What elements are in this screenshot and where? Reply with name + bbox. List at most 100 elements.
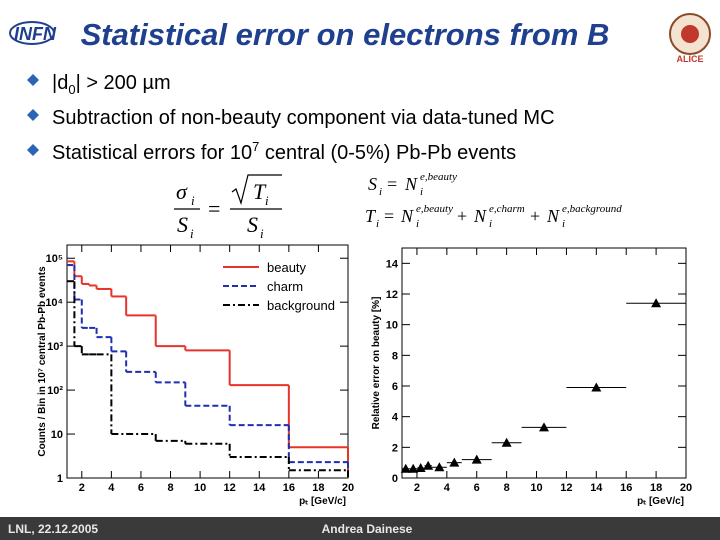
formula-signal: S i = N i e,beauty — [368, 171, 457, 198]
series — [67, 264, 349, 478]
x-tick-label: 14 — [590, 482, 603, 494]
bullet-icon — [27, 144, 39, 156]
formula-super: e,background — [562, 203, 622, 215]
point — [651, 298, 662, 308]
footer-left: LNL, 22.12.2005 — [8, 522, 98, 536]
legend-label: charm — [267, 279, 303, 294]
x-tick-label: 18 — [312, 482, 324, 494]
bullet-text: Statistical errors for 10 — [52, 142, 252, 164]
point — [539, 422, 549, 432]
legend-label: background — [267, 298, 335, 313]
formula-symbol: S — [368, 174, 377, 194]
y-tick-label: 0 — [392, 473, 398, 485]
point — [408, 463, 419, 473]
formula-index: i — [265, 193, 269, 208]
x-tick-label: 6 — [138, 482, 144, 494]
bullet-icon — [27, 74, 39, 86]
logo-core — [681, 25, 699, 43]
footer-center: Andrea Dainese — [322, 522, 413, 536]
x-tick-label: 12 — [224, 482, 236, 494]
formula-symbol: σ — [176, 179, 188, 204]
x-tick-label: 18 — [650, 482, 662, 494]
bullet-text: | > 200 µm — [76, 72, 171, 94]
formula-operator: + — [530, 206, 540, 226]
formula-index: i — [190, 226, 194, 241]
x-tick-label: 2 — [79, 482, 85, 494]
y-tick-label: 10⁴ — [45, 297, 63, 309]
formula-symbol: T — [253, 179, 267, 204]
formula-symbol: N — [404, 174, 418, 194]
formula-operator: = — [208, 196, 220, 221]
bullet-text: Subtraction of non-beauty component via … — [52, 107, 555, 129]
slide-title: Statistical error on electrons from B — [81, 17, 610, 52]
bullet-text: central (0-5%) Pb-Pb events — [259, 142, 516, 164]
formula-symbol: S — [247, 212, 258, 237]
formula-super: e,charm — [489, 203, 525, 215]
formula-index: i — [420, 186, 423, 198]
formula-super: e,beauty — [420, 171, 457, 183]
x-tick-label: 20 — [342, 482, 354, 494]
logo-ring — [9, 21, 55, 45]
x-tick-label: 10 — [194, 482, 206, 494]
y-axis-label: Relative error on beauty [%] — [371, 297, 382, 430]
bullet: Subtraction of non-beauty component via … — [52, 107, 555, 129]
point — [423, 460, 434, 470]
formula-total: T i = N i e,beauty + N i e,charm + N i e… — [365, 203, 622, 230]
y-tick-label: 2 — [392, 442, 398, 454]
y-tick-label: 6 — [392, 381, 398, 393]
point — [471, 454, 482, 464]
bullet-text: |d — [52, 72, 68, 94]
point — [501, 437, 512, 447]
x-tick-label: 8 — [504, 482, 510, 494]
point — [449, 457, 460, 467]
x-tick-label: 20 — [680, 482, 692, 494]
x-tick-label: 16 — [283, 482, 295, 494]
y-axis-label: Counts / Bin in 10⁷ central Pb-Pb events — [37, 266, 48, 457]
y-tick-label: 14 — [386, 258, 399, 270]
formula-index: i — [489, 218, 492, 230]
y-tick-label: 8 — [392, 350, 398, 362]
formula-super: e,beauty — [416, 203, 453, 215]
plot-frame — [66, 244, 349, 479]
series — [67, 280, 349, 478]
formula-index: i — [562, 218, 565, 230]
formula-index: i — [376, 218, 379, 230]
point — [434, 462, 445, 472]
formula-index: i — [260, 226, 264, 241]
plot-frame — [401, 247, 687, 479]
y-tick-label: 10⁵ — [46, 253, 63, 265]
bullet: |d0| > 200 µm — [52, 72, 171, 97]
footer-bar — [0, 517, 720, 540]
x-tick-label: 2 — [414, 482, 420, 494]
x-axis-label: pₜ [GeV/c] — [637, 496, 684, 507]
x-tick-label: 12 — [560, 482, 572, 494]
x-tick-label: 16 — [620, 482, 632, 494]
point — [591, 382, 602, 392]
logo-left: INFN — [14, 24, 57, 44]
sqrt-sign — [231, 174, 282, 206]
series — [67, 260, 349, 478]
formula-symbol: T — [365, 206, 377, 226]
bullet-sub: 0 — [68, 82, 75, 97]
bullet-sup: 7 — [252, 139, 259, 154]
formula-symbol: N — [473, 206, 487, 226]
x-tick-label: 6 — [474, 482, 480, 494]
bullets: |d0| > 200 µm Subtraction of non-beauty … — [27, 72, 555, 164]
chart: 2 4 6 8 10 12 14 16 18 20 0 2 4 6 8 10 12 14 pₜ [GeV/c] Rel… — [371, 247, 692, 507]
formula-symbol: S — [177, 212, 188, 237]
formula-index: i — [416, 218, 419, 230]
formula-index: i — [191, 193, 195, 208]
y-tick-label: 10² — [47, 385, 63, 397]
x-tick-label: 10 — [530, 482, 542, 494]
x-tick-label: 4 — [108, 482, 115, 494]
x-axis-label: pₜ [GeV/c] — [299, 496, 346, 507]
formula-operator: = — [384, 206, 394, 226]
formula-ratio: σ i S i = T i S i — [174, 174, 282, 241]
y-tick-label: 10³ — [47, 341, 63, 353]
formula-symbol: N — [400, 206, 414, 226]
y-tick-label: 4 — [392, 412, 399, 424]
formula-symbol: N — [546, 206, 560, 226]
y-tick-label: 10 — [386, 320, 398, 332]
